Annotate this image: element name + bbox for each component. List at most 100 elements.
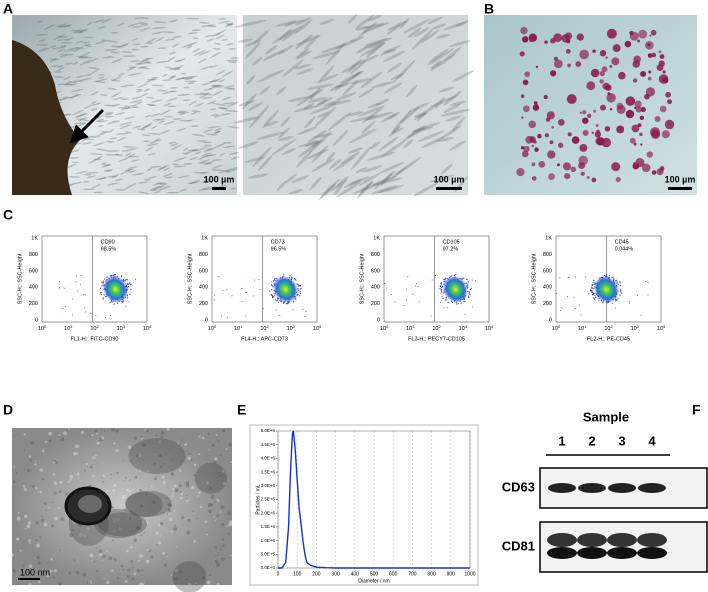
cell (71, 161, 80, 164)
stain (633, 142, 637, 146)
cell (106, 87, 118, 91)
cell (295, 34, 321, 46)
event (300, 287, 302, 290)
cell (297, 126, 318, 135)
cell (420, 29, 440, 43)
cell (116, 136, 127, 142)
cell (219, 112, 232, 116)
texture (101, 476, 103, 479)
texture (138, 515, 142, 519)
event (467, 281, 470, 283)
x-tick-label: 101 (578, 324, 587, 332)
texture (187, 518, 191, 523)
scale-bar (18, 578, 40, 580)
texture (26, 524, 31, 529)
cell (157, 120, 165, 124)
cell (309, 177, 322, 191)
texture (141, 443, 146, 447)
stain (624, 40, 632, 48)
stain (625, 109, 635, 119)
event (127, 282, 129, 284)
cell (71, 181, 83, 185)
plot-frame (211, 235, 318, 323)
event (595, 296, 597, 298)
event (447, 307, 449, 309)
tick-base: 10 (485, 326, 491, 332)
x-tick-label: 102 (604, 324, 613, 332)
cell (85, 172, 98, 174)
texture (167, 512, 171, 515)
texture (103, 430, 106, 432)
texture (96, 570, 99, 573)
texture (110, 473, 112, 476)
event (63, 287, 65, 289)
stain (553, 59, 563, 69)
texture (174, 488, 179, 493)
cell (75, 40, 84, 44)
event (124, 280, 126, 282)
cell (64, 62, 74, 65)
cell (97, 77, 105, 79)
tick-base: 10 (552, 326, 558, 332)
lane-label: 4 (648, 433, 656, 448)
texture (112, 519, 117, 523)
cell (206, 38, 215, 42)
cell (214, 29, 227, 36)
cell (257, 155, 273, 171)
cell (161, 73, 168, 77)
cell (143, 88, 150, 92)
x-tick-label: 800 (427, 571, 436, 577)
texture (186, 494, 188, 497)
event (620, 291, 622, 293)
event (245, 315, 247, 317)
cell (204, 154, 213, 157)
texture (58, 490, 62, 494)
cell (209, 51, 222, 59)
cell (121, 51, 133, 53)
event (614, 300, 617, 302)
texture (213, 460, 217, 464)
cell (70, 89, 84, 92)
cell (223, 85, 235, 89)
texture (34, 460, 37, 463)
cell (199, 162, 212, 165)
cell (320, 44, 348, 54)
cell (167, 56, 176, 61)
cell (72, 31, 84, 34)
texture (214, 501, 216, 503)
cell (137, 66, 147, 69)
texture (26, 468, 31, 473)
texture (31, 484, 35, 488)
stain (640, 143, 643, 146)
stain (639, 115, 645, 120)
cell (51, 65, 60, 68)
stain (664, 119, 675, 130)
event (127, 283, 129, 285)
texture (145, 494, 148, 496)
event (245, 292, 247, 294)
event (305, 310, 307, 312)
cell (175, 127, 187, 132)
stain (520, 26, 528, 35)
cell (191, 29, 201, 32)
cell (37, 20, 44, 23)
stain (533, 101, 538, 105)
tick-base: 10 (631, 326, 637, 332)
cell (213, 42, 222, 45)
texture (99, 437, 104, 442)
texture (133, 572, 137, 576)
gate-percent: 96.5% (271, 246, 287, 252)
texture (89, 465, 93, 469)
cell (277, 127, 290, 139)
cell (163, 115, 174, 118)
cell (91, 183, 102, 189)
cell (352, 183, 380, 194)
texture (92, 560, 94, 562)
stain (596, 129, 600, 134)
cell (213, 114, 221, 118)
cell (230, 57, 240, 59)
event (85, 294, 87, 296)
cell (407, 27, 422, 39)
cell (304, 35, 319, 50)
